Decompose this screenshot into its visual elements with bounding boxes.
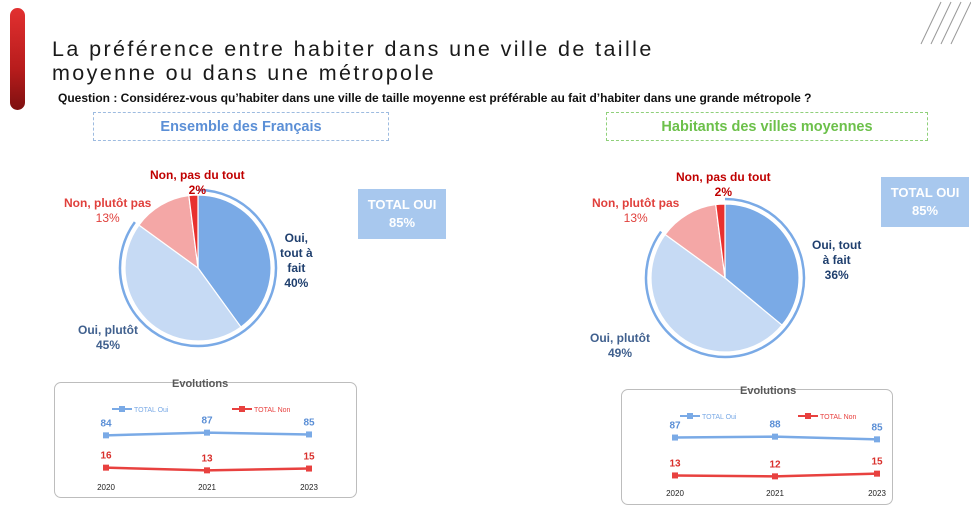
evolutions-title-left: Evolutions [172, 378, 229, 390]
evolutions-box-left [54, 382, 357, 498]
pie-left-slice-oui-plutot [124, 224, 242, 342]
pie-left-label-oui-plutot: Oui, plutôt 45% [78, 323, 138, 352]
total-oui-label: TOTAL OUI [890, 185, 960, 200]
panel-title-ensemble: Ensemble des Français [93, 112, 389, 141]
evolutions-title-right: Evolutions [740, 385, 797, 397]
total-oui-value: 85% [388, 215, 416, 230]
pie-left-label-non-plutot-pas: Non, plutôt pas 13% [64, 196, 152, 225]
pie-right-label-non-plutot-pas: Non, plutôt pas 13% [592, 196, 680, 225]
pie-left-label-oui-tout-a-fait: Oui, tout à fait 40% [280, 231, 313, 290]
pie-left-slice-non-pas-du-tout [188, 194, 199, 269]
page-title: La préférence entre habiter dans une vil… [52, 37, 912, 85]
total-oui-value: 85% [911, 203, 939, 218]
accent-bar [10, 8, 25, 110]
pie-right-label-oui-plutot: Oui, plutôt 49% [590, 331, 650, 360]
pie-right-slice-oui-plutot [650, 233, 783, 353]
pie-left-label-non-pas-du-tout: Non, pas du tout 2% [150, 168, 245, 197]
question-text: Question : Considérez-vous qu’habiter da… [58, 91, 812, 105]
total-oui-box-left: TOTAL OUI 85% [358, 189, 446, 239]
total-oui-label: TOTAL OUI [367, 197, 437, 212]
pie-right-label-non-pas-du-tout: Non, pas du tout 2% [676, 170, 771, 199]
total-oui-box-right: TOTAL OUI 85% [881, 177, 969, 227]
evolutions-box-right [621, 389, 893, 505]
page-title-line-2: moyenne ou dans une métropole [52, 61, 436, 85]
panel-title-villes-moyennes: Habitants des villes moyennes [606, 112, 928, 141]
page-title-line-1: La préférence entre habiter dans une vil… [52, 37, 654, 61]
decorative-stripes [920, 1, 971, 45]
pie-right-slice-oui-tout-a-fait [724, 203, 800, 327]
pie-right-slice-non-pas-du-tout [715, 203, 726, 279]
pie-right-label-oui-tout-a-fait: Oui, tout à fait 36% [812, 238, 862, 282]
pie-left-slice-oui-tout-a-fait [197, 194, 272, 328]
